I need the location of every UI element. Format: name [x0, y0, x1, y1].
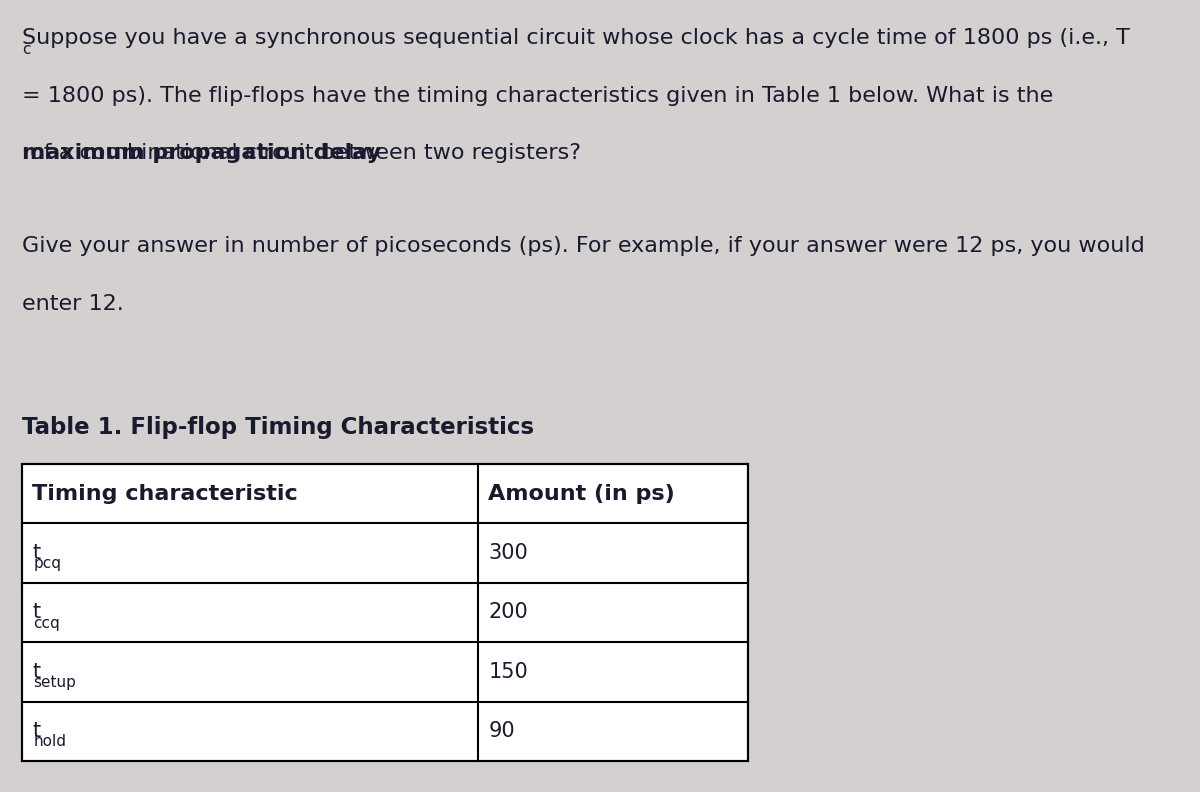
Text: Give your answer in number of picoseconds (ps). For example, if your answer were: Give your answer in number of picosecond…: [22, 236, 1145, 256]
Text: pcq: pcq: [34, 556, 61, 571]
Text: t: t: [32, 543, 41, 563]
Text: 150: 150: [488, 662, 528, 682]
Text: t: t: [32, 662, 41, 682]
Text: setup: setup: [34, 675, 77, 690]
Text: 90: 90: [488, 722, 515, 741]
Text: t: t: [32, 603, 41, 623]
Text: 300: 300: [488, 543, 528, 563]
Text: enter 12.: enter 12.: [22, 294, 124, 314]
Text: hold: hold: [34, 734, 66, 749]
Text: Suppose you have a synchronous sequential circuit whose clock has a cycle time o: Suppose you have a synchronous sequentia…: [22, 28, 1129, 48]
Text: = 1800 ps). The flip-flops have the timing characteristics given in Table 1 belo: = 1800 ps). The flip-flops have the timi…: [22, 86, 1052, 105]
Text: Table 1. Flip-flop Timing Characteristics: Table 1. Flip-flop Timing Characteristic…: [22, 417, 534, 440]
Text: Timing characteristic: Timing characteristic: [32, 484, 298, 504]
Text: c: c: [23, 42, 31, 57]
Text: of a combinational circuit between two registers?: of a combinational circuit between two r…: [23, 143, 581, 163]
Text: t: t: [32, 722, 41, 741]
Text: ccq: ccq: [34, 615, 60, 630]
Text: 200: 200: [488, 603, 528, 623]
Bar: [22, 464, 748, 761]
Text: Amount (in ps): Amount (in ps): [488, 484, 676, 504]
Text: maximum propagation delay: maximum propagation delay: [22, 143, 380, 163]
